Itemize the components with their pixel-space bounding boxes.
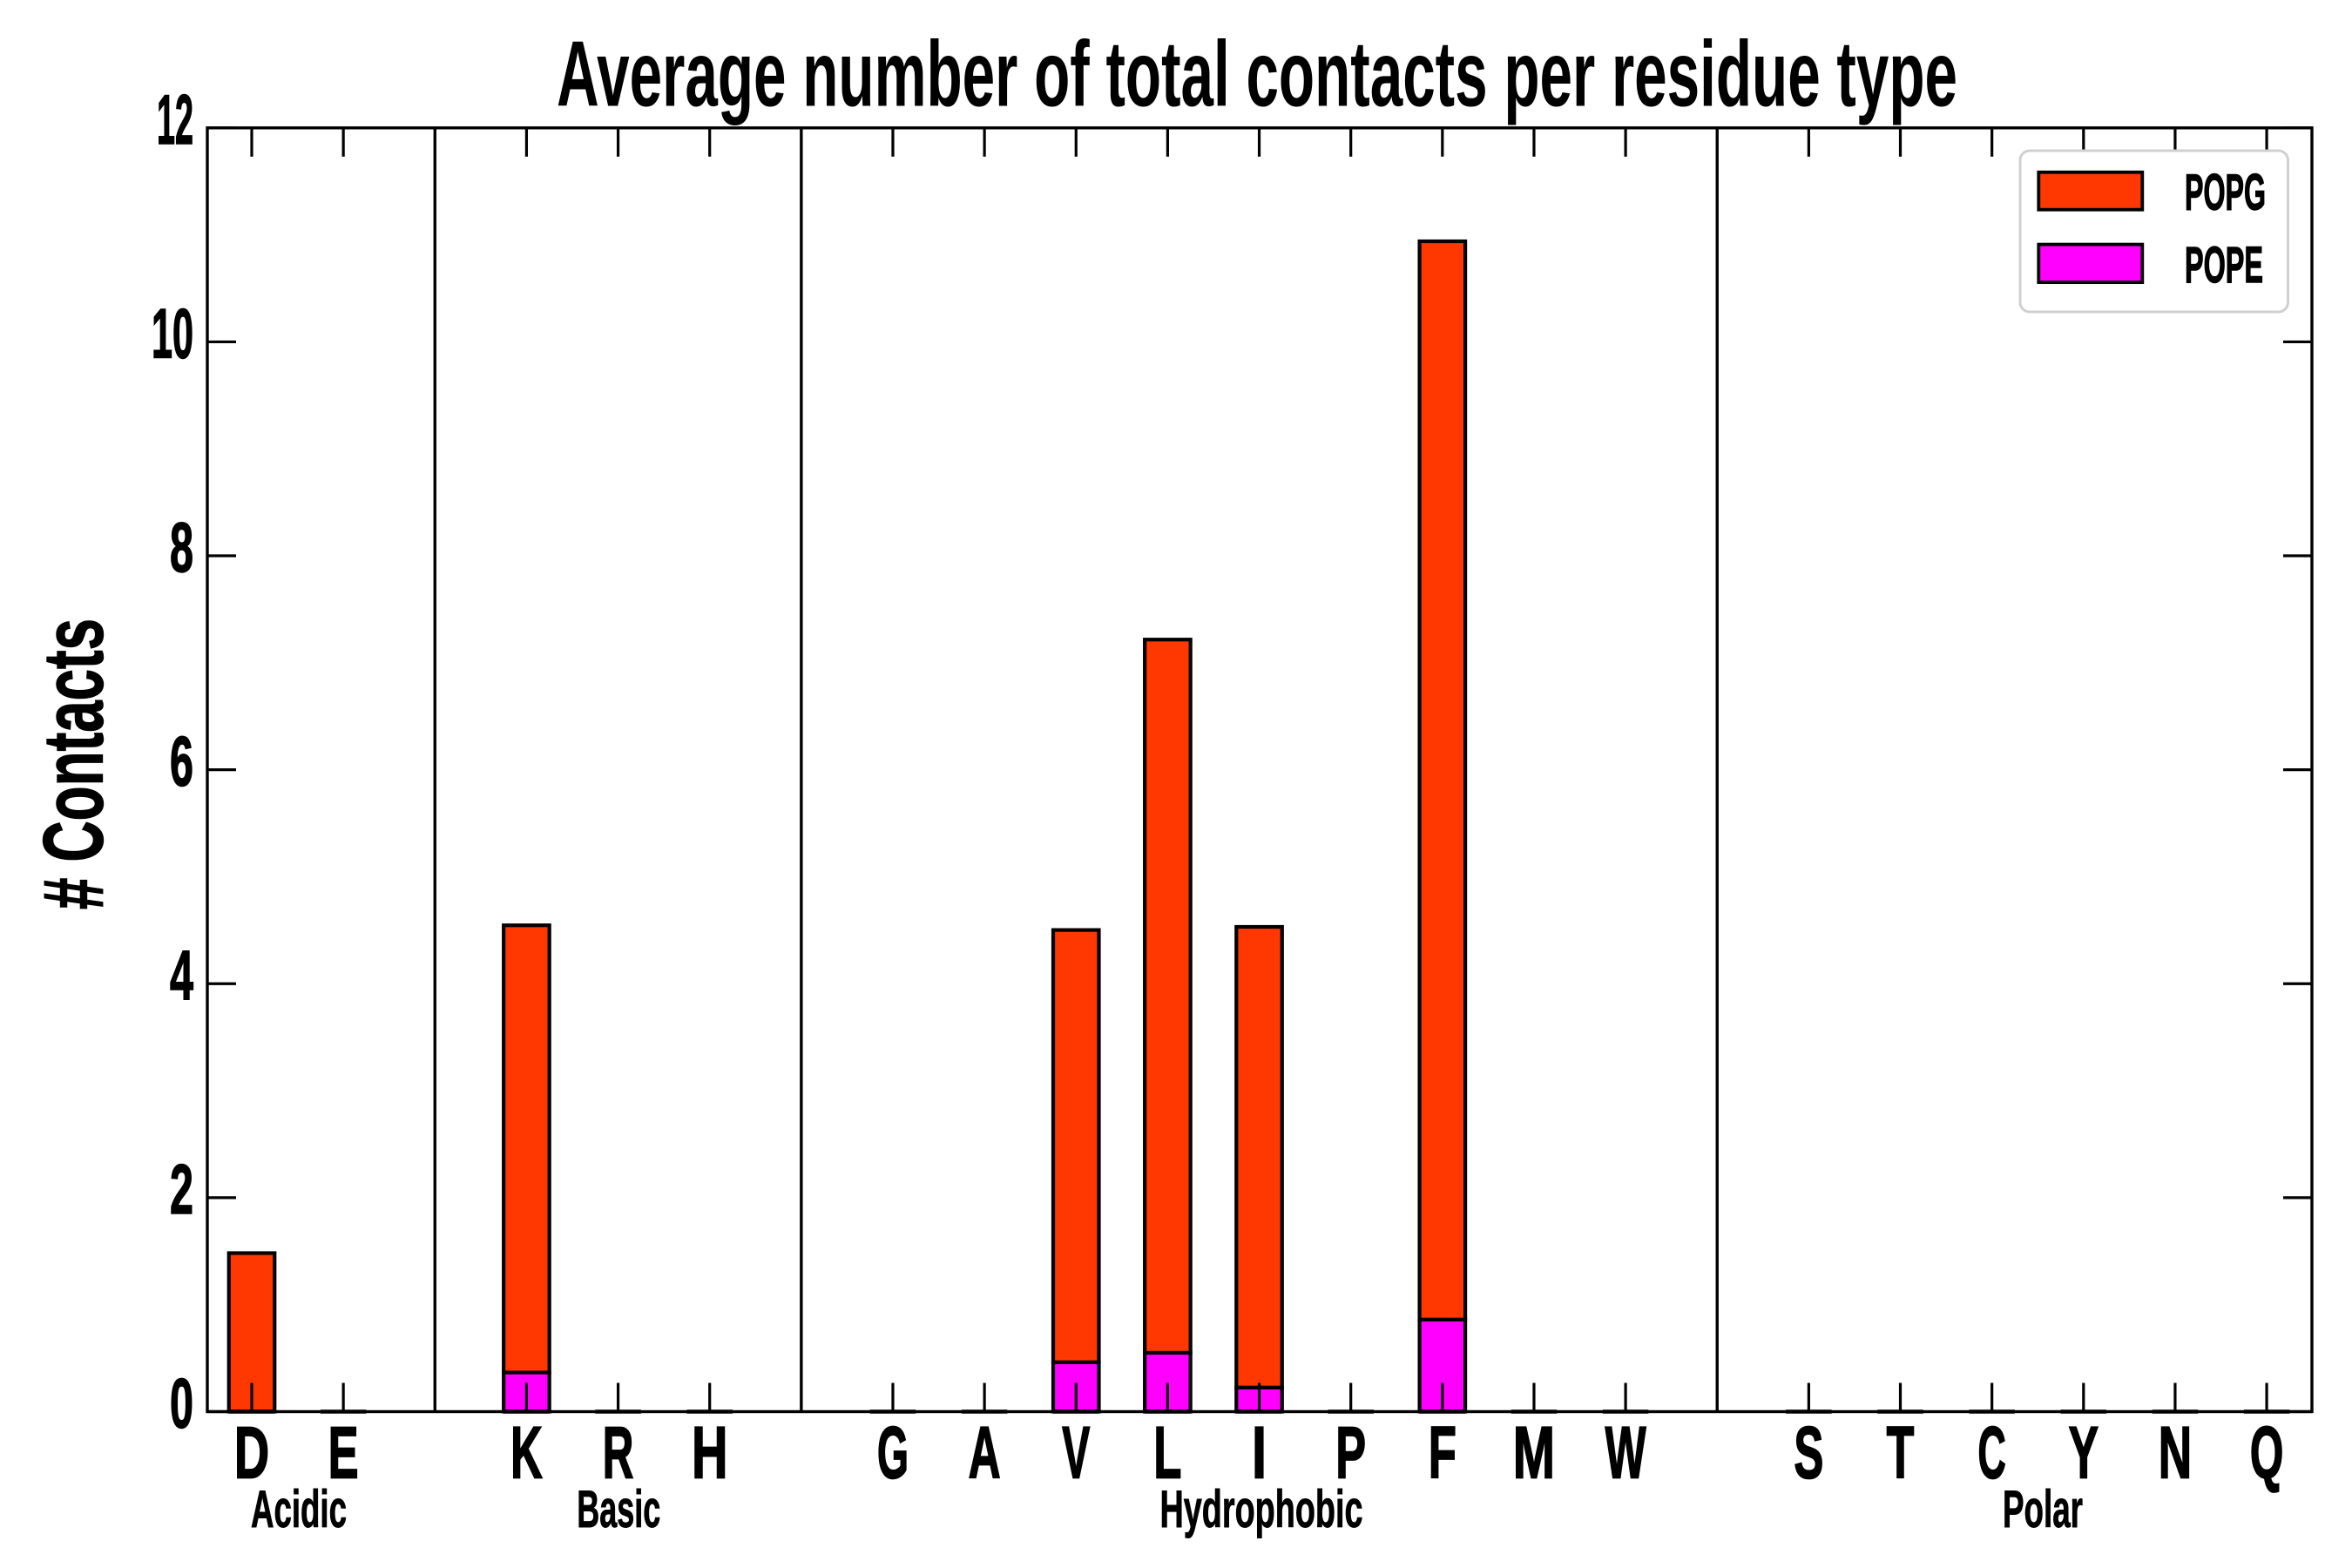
svg-text:I: I <box>1252 1412 1267 1494</box>
svg-text:K: K <box>510 1412 543 1494</box>
svg-text:POPE: POPE <box>2185 237 2263 294</box>
svg-text:S: S <box>1794 1412 1823 1494</box>
svg-text:M: M <box>1513 1412 1555 1494</box>
svg-text:R: R <box>603 1412 634 1494</box>
svg-text:N: N <box>2159 1412 2192 1494</box>
svg-text:10: 10 <box>152 294 193 373</box>
svg-text:Hydrophobic: Hydrophobic <box>1160 1480 1363 1538</box>
svg-text:Average number of total contac: Average number of total contacts per res… <box>557 22 1957 126</box>
svg-text:T: T <box>1887 1412 1915 1494</box>
svg-text:Acidic: Acidic <box>251 1480 347 1538</box>
svg-text:12: 12 <box>157 81 193 159</box>
svg-text:C: C <box>1978 1412 2006 1494</box>
svg-text:G: G <box>877 1412 909 1494</box>
svg-text:A: A <box>969 1412 1001 1494</box>
svg-text:E: E <box>328 1412 359 1494</box>
svg-text:Q: Q <box>2250 1412 2284 1494</box>
svg-text:Basic: Basic <box>577 1480 660 1538</box>
svg-text:P: P <box>1335 1412 1366 1494</box>
svg-text:0: 0 <box>170 1365 193 1443</box>
svg-text:V: V <box>1062 1412 1090 1494</box>
svg-text:D: D <box>234 1412 269 1494</box>
svg-text:2: 2 <box>170 1151 193 1229</box>
svg-text:W: W <box>1605 1412 1646 1494</box>
svg-text:POPG: POPG <box>2185 164 2266 220</box>
svg-text:Polar: Polar <box>2003 1480 2083 1538</box>
svg-text:4: 4 <box>170 936 193 1015</box>
svg-text:L: L <box>1153 1412 1181 1494</box>
svg-text:F: F <box>1429 1412 1456 1494</box>
svg-text:6: 6 <box>170 723 193 801</box>
svg-text:H: H <box>692 1412 728 1494</box>
svg-text:# Contacts: # Contacts <box>26 618 121 909</box>
svg-text:Y: Y <box>2069 1412 2099 1494</box>
svg-text:8: 8 <box>170 509 193 587</box>
